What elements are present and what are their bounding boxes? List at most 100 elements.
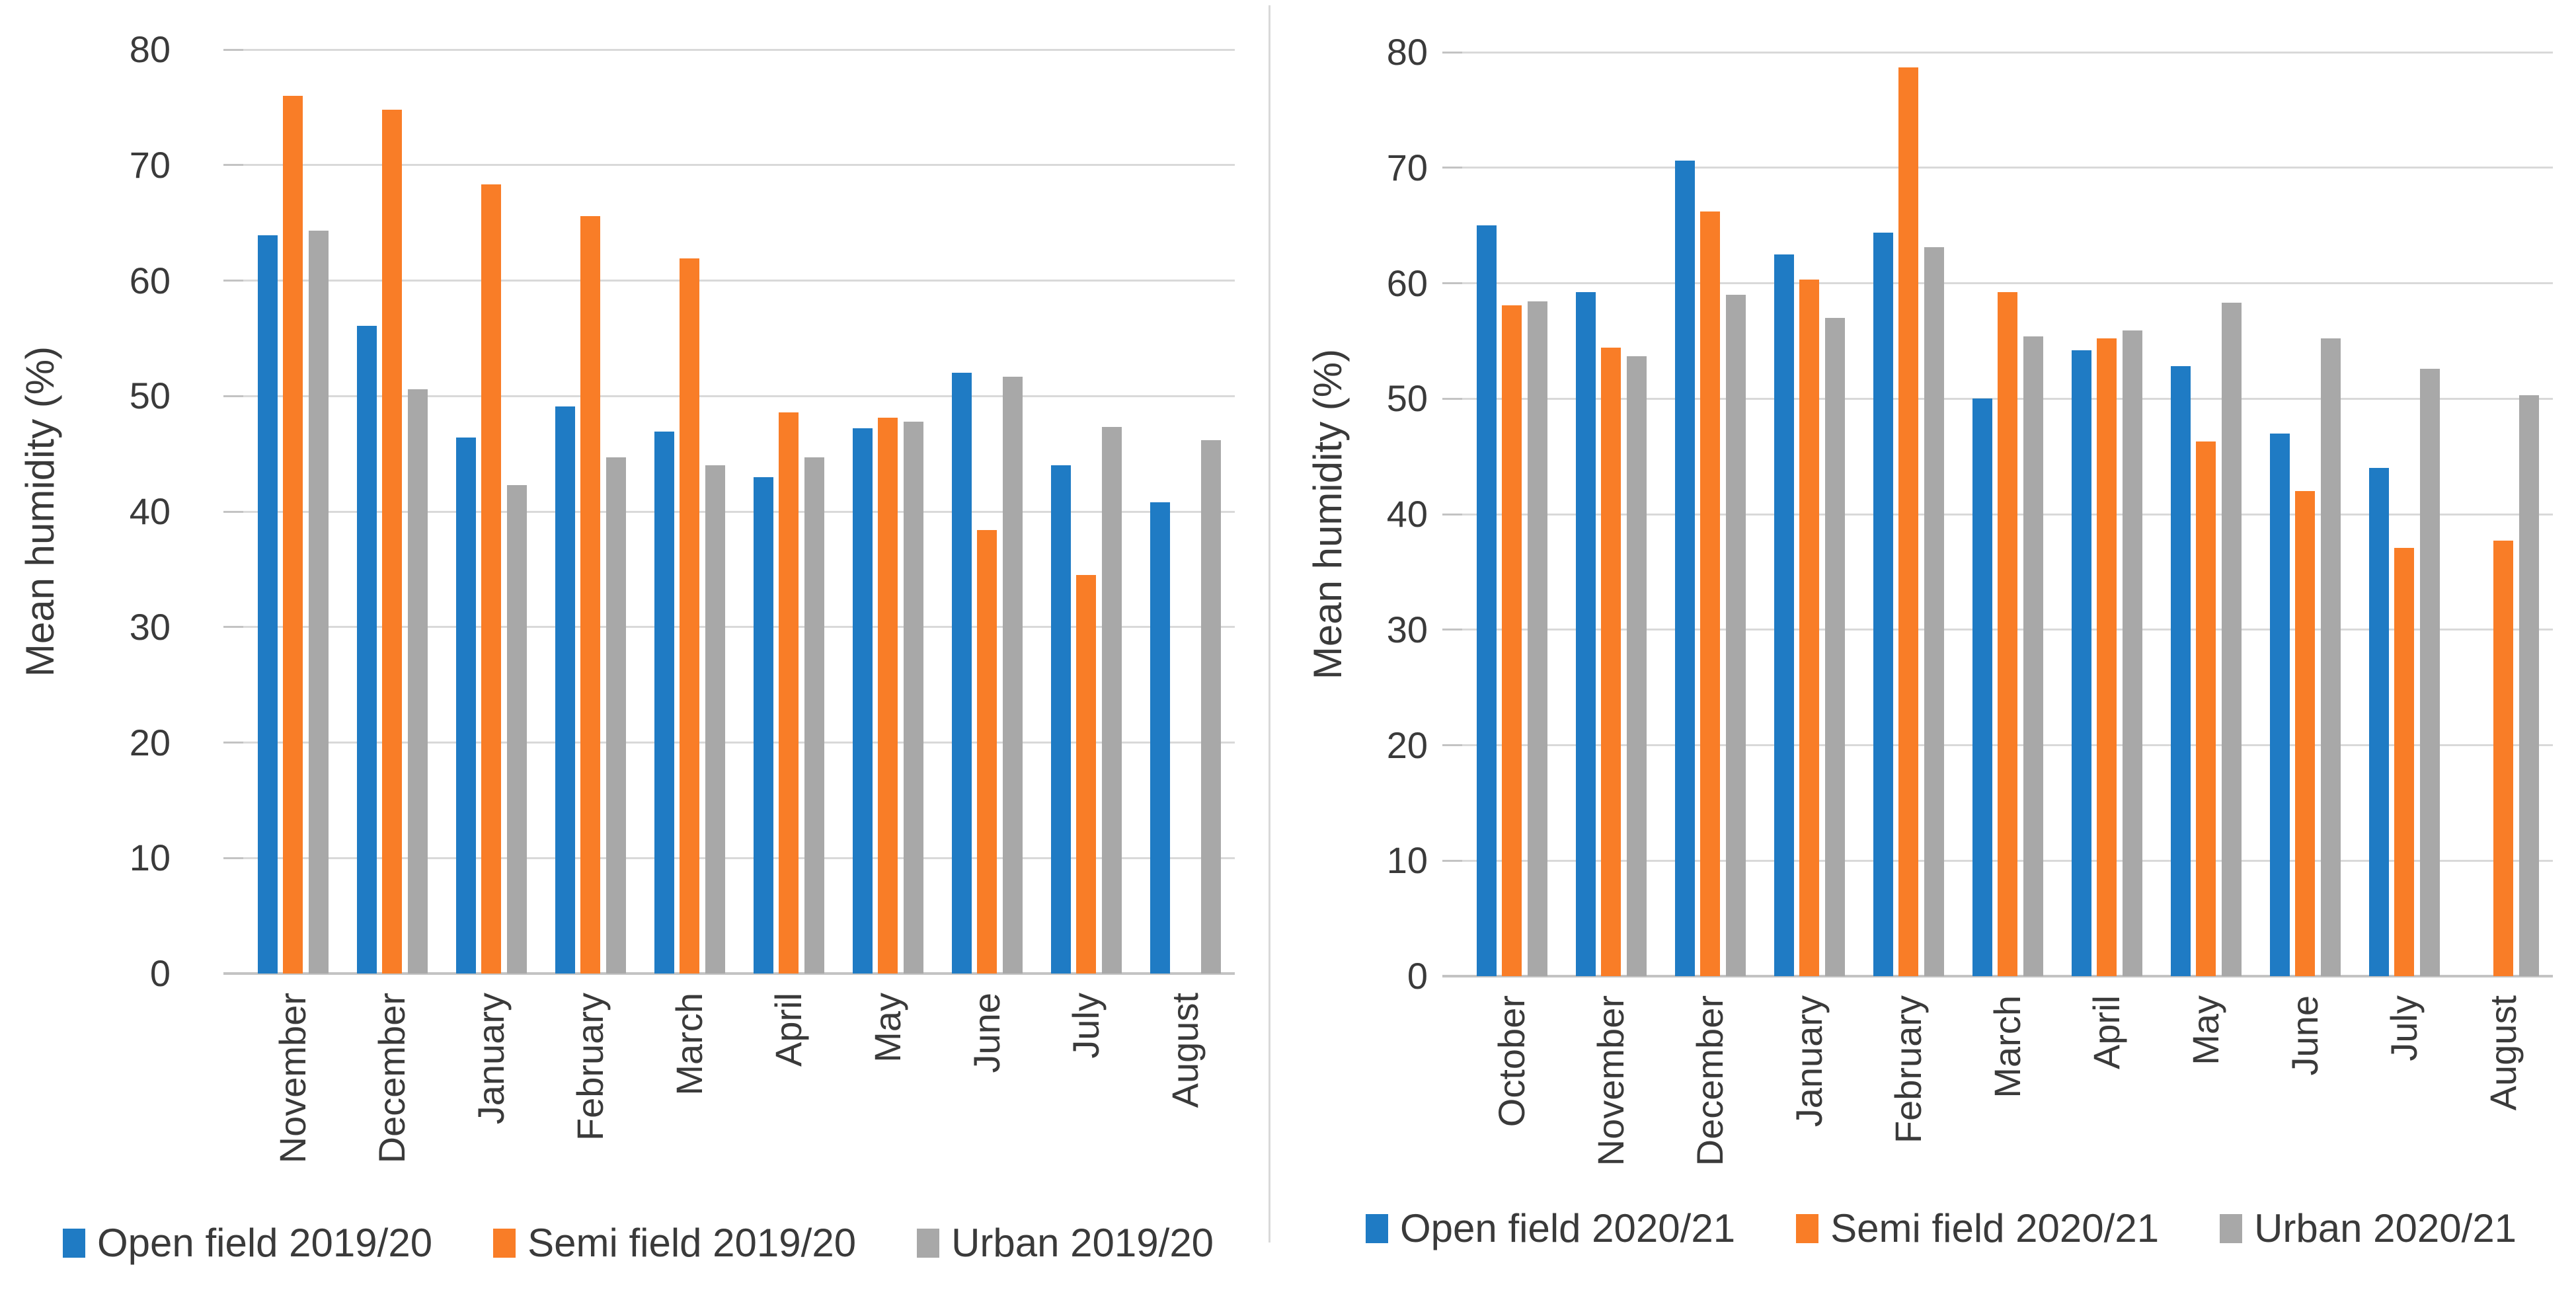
bar-urban-2019-20-november [308, 231, 329, 974]
bar-open-field-2020-21-october [1476, 225, 1497, 976]
bar-urban-2019-20-december [407, 389, 428, 974]
legend-marker-icon [63, 1229, 85, 1258]
bar-semi-field-2020-21-november [1601, 348, 1621, 976]
bar-open-field-2020-21-january [1774, 254, 1794, 976]
bar-open-field-2020-21-march [1972, 399, 1992, 976]
bar-open-field-2019-20-january [455, 438, 476, 974]
bar-semi-field-2020-21-april [2097, 338, 2117, 976]
x-category-label-october: October [1491, 995, 1532, 1128]
bar-semi-field-2020-21-january [1799, 280, 1819, 976]
gridline [1462, 282, 2553, 284]
legend-item: Semi field 2020/21 [1796, 1207, 2159, 1250]
bar-urban-2020-21-march [2023, 336, 2043, 976]
legend-right: Open field 2020/21 Semi field 2020/21 Urba… [1366, 1207, 2517, 1250]
bar-semi-field-2020-21-march [1998, 292, 2017, 976]
legend-marker-icon [493, 1229, 516, 1258]
x-category-label-april: April [2086, 995, 2127, 1070]
y-axis-tick [223, 742, 243, 744]
x-category-label-july: July [1065, 993, 1107, 1059]
bar-semi-field-2020-21-may [2196, 441, 2216, 976]
bar-urban-2020-21-february [1924, 247, 1944, 976]
y-axis-tick [223, 395, 243, 397]
x-category-label-june: June [2284, 995, 2325, 1076]
x-category-label-january: January [470, 993, 512, 1125]
y-tick-label: 60 [1386, 262, 1428, 304]
y-tick-label: 20 [129, 721, 171, 763]
bar-semi-field-2019-20-march [680, 258, 699, 974]
legend-item: Urban 2019/20 [917, 1221, 1214, 1265]
bar-semi-field-2019-20-june [977, 529, 997, 974]
legend-label: Open field 2019/20 [97, 1221, 433, 1265]
bar-urban-2019-20-january [506, 484, 527, 974]
y-tick-label: 10 [129, 837, 171, 879]
bar-semi-field-2020-21-july [2394, 547, 2414, 976]
x-category-label-march: March [1986, 995, 2028, 1098]
bar-urban-2020-21-june [2320, 338, 2341, 976]
bar-open-field-2020-21-may [2170, 366, 2191, 976]
y-axis-tick [223, 48, 243, 51]
bar-urban-2020-21-october [1527, 301, 1547, 976]
bar-semi-field-2019-20-december [382, 109, 402, 974]
legend-label: Open field 2020/21 [1400, 1206, 1736, 1250]
bar-urban-2019-20-august [1200, 440, 1221, 974]
y-tick-label: 50 [1386, 377, 1428, 420]
y-tick-label: 40 [1386, 493, 1428, 535]
x-category-label-may: May [2185, 995, 2226, 1065]
gridline [243, 395, 1235, 397]
bar-urban-2020-21-august [2518, 395, 2539, 976]
legend-item: Open field 2020/21 [1366, 1207, 1735, 1250]
bar-open-field-2020-21-june [2269, 433, 2290, 976]
legend-item: Open field 2019/20 [63, 1221, 432, 1265]
y-axis-tick [1442, 51, 1462, 54]
bar-semi-field-2019-20-november [283, 95, 303, 974]
bar-urban-2019-20-april [804, 457, 824, 974]
x-axis-line [1442, 975, 2553, 977]
x-category-label-february: February [1887, 995, 1929, 1144]
legend-label: Semi field 2019/20 [527, 1221, 857, 1265]
bar-semi-field-2020-21-june [2295, 491, 2315, 976]
x-category-label-august: August [2482, 995, 2524, 1111]
y-axis-tick [1442, 629, 1462, 631]
y-tick-label: 60 [129, 259, 171, 301]
y-tick-label: 70 [129, 143, 171, 186]
y-tick-label: 50 [129, 375, 171, 417]
bar-urban-2019-20-may [903, 421, 923, 974]
bar-open-field-2019-20-june [951, 373, 972, 974]
bar-urban-2019-20-march [705, 465, 725, 974]
bar-urban-2020-21-january [1824, 317, 1845, 976]
bar-semi-field-2020-21-august [2493, 541, 2513, 976]
y-axis-tick [1442, 859, 1462, 862]
bar-open-field-2020-21-july [2368, 468, 2389, 976]
y-axis-tick [223, 164, 243, 167]
y-axis-tick [1442, 744, 1462, 746]
bar-open-field-2020-21-february [1873, 232, 1893, 976]
bar-urban-2019-20-july [1101, 427, 1122, 974]
y-axis-tick [223, 857, 243, 859]
y-tick-label: 70 [1386, 146, 1428, 188]
x-category-label-january: January [1788, 995, 1830, 1128]
y-tick-label: 20 [1386, 724, 1428, 766]
gridline [243, 48, 1235, 51]
panel-divider [1268, 5, 1270, 1243]
y-axis-tick [1442, 513, 1462, 516]
gridline [1462, 51, 2553, 54]
x-category-label-december: December [1689, 995, 1731, 1166]
legend-left: Open field 2019/20 Semi field 2019/20 Urba… [63, 1221, 1214, 1265]
y-tick-label: 40 [129, 490, 171, 532]
y-tick-label: 0 [1407, 955, 1428, 997]
y-tick-label: 30 [129, 605, 171, 648]
bar-open-field-2019-20-may [852, 428, 873, 974]
bar-urban-2020-21-may [2221, 303, 2242, 976]
y-axis-tick [1442, 167, 1462, 169]
x-category-label-july: July [2383, 995, 2425, 1061]
bar-semi-field-2020-21-december [1700, 211, 1720, 976]
x-category-label-march: March [668, 993, 710, 1096]
legend-label: Urban 2019/20 [951, 1221, 1214, 1265]
x-category-label-november: November [1590, 995, 1631, 1166]
bar-open-field-2019-20-february [555, 406, 575, 974]
y-axis-title-left: Mean humidity (%) [18, 346, 62, 677]
legend-label: Semi field 2020/21 [1830, 1206, 2160, 1250]
gridline [243, 280, 1235, 282]
bar-semi-field-2019-20-may [878, 418, 898, 974]
